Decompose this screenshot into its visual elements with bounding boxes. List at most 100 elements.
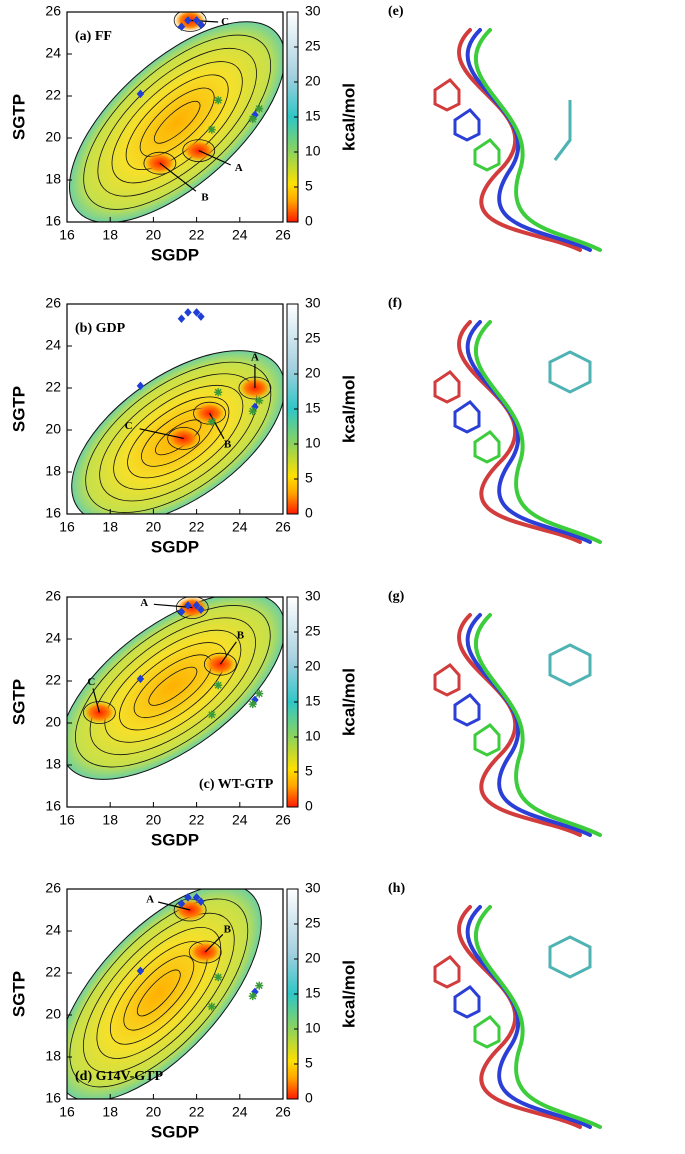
structure-panel-label: (e) — [388, 4, 404, 19]
x-tick-label: 24 — [232, 227, 248, 243]
contour-line — [148, 666, 198, 706]
annotation-leader — [139, 428, 184, 439]
colorbar-tick-label: 20 — [305, 950, 321, 966]
colorbar-tick-label: 30 — [305, 3, 321, 19]
star-point — [255, 396, 264, 405]
side-chain — [433, 955, 461, 989]
annotation: C — [221, 16, 229, 28]
star-point — [207, 710, 216, 719]
colorbar-label: kcal/mol — [339, 960, 358, 1028]
backbone-ribbon — [457, 320, 582, 544]
annotation-leader — [198, 150, 232, 166]
side-chain — [433, 370, 461, 404]
y-tick-label: 20 — [45, 714, 61, 730]
colorbar-tick-label: 5 — [305, 178, 313, 194]
diamond-point — [136, 381, 145, 391]
x-tick-label: 22 — [189, 812, 205, 828]
structure-panel-label: (g) — [388, 589, 405, 604]
energy-surface — [69, 21, 283, 222]
contour-line — [83, 34, 272, 210]
annotation: B — [224, 924, 232, 936]
side-chain — [433, 663, 461, 697]
diamond-point — [177, 314, 186, 324]
x-tick-label: 26 — [275, 812, 291, 828]
x-tick-label: 24 — [232, 1104, 248, 1120]
contour-line — [104, 629, 242, 743]
diamond-point — [192, 601, 201, 610]
colorbar-tick-label: 30 — [305, 880, 321, 896]
y-tick-label: 16 — [45, 213, 61, 229]
contour-line — [96, 927, 222, 1059]
annotation: A — [251, 352, 259, 364]
contour-line — [82, 912, 235, 1074]
star-point — [248, 407, 257, 416]
x-tick-label: 18 — [102, 227, 118, 243]
y-tick-label: 24 — [45, 630, 61, 646]
diamond-point — [136, 89, 145, 99]
contour-line — [153, 100, 201, 144]
side-chain — [453, 985, 481, 1019]
x-tick-label: 16 — [59, 812, 75, 828]
contour-line — [127, 396, 230, 479]
annotation-leader — [204, 933, 224, 953]
colorbar-tick-label: 20 — [305, 658, 321, 674]
plot-frame — [66, 303, 284, 515]
colorbar-tick-label: 10 — [305, 435, 321, 451]
annotation: A — [146, 894, 154, 906]
diamond-point — [136, 966, 145, 976]
colorbar-tick-label: 5 — [305, 763, 313, 779]
annotation: C — [87, 676, 95, 688]
star-point — [214, 96, 223, 105]
side-chain — [473, 430, 501, 464]
panel-title: (d) G14V-GTP — [75, 1069, 163, 1084]
y-tick-label: 22 — [45, 87, 61, 103]
star-point — [255, 981, 264, 990]
plot-frame — [66, 596, 284, 808]
colorbar-tick-label: 30 — [305, 588, 321, 604]
backbone-ribbon — [465, 28, 592, 252]
y-tick-label: 26 — [45, 295, 61, 311]
annotation-leader — [209, 412, 225, 440]
annotation-leader — [219, 641, 237, 665]
diamond-point — [197, 605, 205, 614]
y-tick-label: 20 — [45, 421, 61, 437]
y-tick-label: 22 — [45, 964, 61, 980]
x-axis-label: SGDP — [151, 830, 199, 849]
annotation: A — [140, 597, 148, 609]
side-chain — [433, 78, 461, 112]
panel-title: (c) WT-GTP — [199, 777, 274, 792]
colorbar-tick-label: 20 — [305, 73, 321, 89]
y-tick-label: 24 — [45, 45, 61, 61]
x-axis-label: SGDP — [151, 1122, 199, 1141]
colorbar-tick-label: 25 — [305, 330, 321, 346]
backbone-ribbon — [457, 28, 582, 252]
star-point — [214, 681, 223, 690]
colorbar-tick-label: 25 — [305, 38, 321, 54]
backbone-ribbon — [465, 320, 592, 544]
plot-frame — [66, 11, 284, 223]
diamond-point — [197, 312, 205, 321]
star-point — [214, 388, 223, 397]
x-tick-label: 20 — [146, 519, 162, 535]
surface — [67, 597, 283, 780]
x-tick-label: 22 — [189, 227, 205, 243]
x-tick-label: 26 — [275, 519, 291, 535]
y-axis-label: SGTP — [9, 679, 28, 725]
x-tick-label: 18 — [102, 1104, 118, 1120]
y-tick-label: 16 — [45, 1090, 61, 1106]
x-tick-label: 18 — [102, 519, 118, 535]
annotation-leader — [157, 901, 191, 911]
y-tick-label: 16 — [45, 798, 61, 814]
star-point — [248, 992, 257, 1001]
diamond-point — [184, 601, 192, 610]
x-tick-label: 16 — [59, 227, 75, 243]
side-chain — [453, 400, 481, 434]
backbone-ribbon — [465, 613, 592, 837]
contour-line — [123, 955, 195, 1031]
x-tick-label: 24 — [232, 519, 248, 535]
panel-title: (b) GDP — [75, 321, 126, 336]
nucleotide — [548, 100, 592, 979]
backbone-ribbon — [457, 613, 582, 837]
colorbar-tick-label: 0 — [305, 1090, 313, 1106]
